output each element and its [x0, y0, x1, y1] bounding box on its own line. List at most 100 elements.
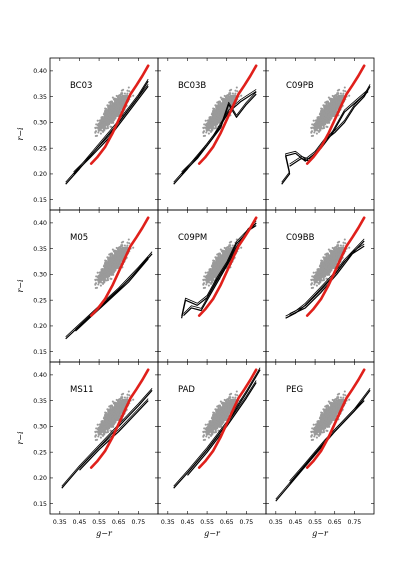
- scatter-point: [111, 111, 114, 114]
- scatter-point: [231, 95, 235, 98]
- scatter-point: [235, 86, 238, 89]
- scatter-point: [336, 89, 339, 92]
- scatter-point: [311, 126, 315, 129]
- scatter-point: [327, 108, 330, 111]
- scatter-point: [339, 98, 342, 101]
- scatter-point: [114, 103, 117, 106]
- scatter-point: [96, 124, 99, 127]
- scatter-point: [212, 107, 215, 110]
- scatter-point: [103, 122, 106, 125]
- scatter-point: [327, 111, 330, 114]
- scatter-point: [112, 103, 115, 106]
- panel-bc03b: BC03B: [157, 57, 267, 211]
- panel-label: BC03: [70, 81, 92, 91]
- scatter-point: [329, 106, 332, 109]
- scatter-point: [99, 132, 102, 135]
- scatter-point: [111, 114, 114, 117]
- scatter-point: [324, 101, 327, 104]
- scatter-point: [320, 127, 323, 130]
- y-tick-label: 0.30: [33, 120, 47, 127]
- scatter-point: [323, 113, 326, 116]
- scatter-point: [343, 86, 346, 89]
- panel-frame: [157, 57, 267, 211]
- scatter-point: [314, 121, 318, 124]
- scatter-point: [94, 134, 97, 138]
- scatter-point: [123, 250, 126, 253]
- scatter-point: [321, 121, 324, 124]
- scatter-point: [117, 99, 120, 102]
- scatter-point: [202, 134, 205, 138]
- scatter-point: [326, 121, 329, 124]
- scatter-point: [132, 246, 135, 249]
- scatter-point: [213, 121, 216, 124]
- scatter-point: [330, 109, 333, 112]
- scatter-point: [114, 98, 117, 102]
- scatter-point: [215, 113, 218, 116]
- scatter-point: [332, 115, 335, 118]
- scatter-point: [111, 108, 114, 111]
- scatter-point: [99, 284, 102, 287]
- scatter-point: [205, 131, 208, 134]
- scatter-point: [322, 104, 325, 107]
- scatter-point: [316, 118, 319, 121]
- scatter-point: [123, 95, 127, 98]
- scatter-point: [328, 119, 331, 122]
- scatter-point: [324, 104, 327, 107]
- scatter-point: [330, 103, 333, 106]
- scatter-point: [108, 104, 111, 107]
- panel-label: C09PB: [286, 81, 314, 91]
- scatter-point: [319, 124, 322, 128]
- scatter-point: [215, 123, 218, 126]
- scatter-point: [325, 125, 328, 128]
- scatter-point: [118, 97, 121, 100]
- scatter-point: [216, 107, 219, 110]
- scatter-point: [114, 111, 117, 114]
- scatter-point: [126, 92, 129, 95]
- panel-frame: [49, 57, 159, 211]
- scatter-point: [94, 282, 98, 285]
- scatter-point: [95, 123, 98, 126]
- scatter-point: [106, 104, 109, 107]
- scatter-point: [348, 94, 351, 97]
- scatter-point: [132, 94, 135, 97]
- scatter-point: [310, 130, 314, 133]
- scatter-point: [326, 118, 329, 121]
- scatter-point: [219, 96, 222, 99]
- scatter-point: [342, 92, 345, 95]
- scatter-point: [222, 100, 225, 104]
- scatter-point: [214, 104, 217, 107]
- scatter-point: [321, 110, 325, 113]
- scatter-point: [313, 127, 317, 130]
- scatter-point: [219, 108, 222, 111]
- scatter-point: [344, 90, 347, 93]
- scatter-point: [104, 259, 107, 262]
- scatter-point: [330, 98, 333, 102]
- scatter-point: [234, 92, 237, 95]
- scatter-point: [111, 96, 114, 99]
- scatter-point: [118, 105, 121, 108]
- scatter-point: [213, 115, 216, 118]
- scatter-point: [222, 103, 225, 106]
- scatter-point: [310, 134, 313, 138]
- scatter-point: [108, 110, 111, 113]
- scatter-point: [116, 115, 119, 118]
- scatter-point: [119, 101, 122, 105]
- scatter-point: [216, 110, 219, 113]
- scatter-point: [208, 118, 211, 121]
- scatter-point: [332, 110, 335, 113]
- scatter-points: [94, 86, 135, 138]
- scatter-point: [216, 101, 219, 104]
- scatter-point: [98, 119, 101, 122]
- scatter-point: [120, 89, 123, 92]
- scatter-point: [312, 119, 315, 122]
- scatter-point: [219, 114, 222, 117]
- scatter-point: [108, 119, 111, 122]
- scatter-point: [333, 94, 336, 97]
- scatter-point: [103, 124, 106, 128]
- scatter-point: [330, 111, 333, 114]
- scatter-point: [104, 107, 107, 110]
- scatter-point: [327, 96, 330, 99]
- scatter-point: [226, 97, 229, 100]
- scatter-point: [105, 121, 108, 124]
- y-tick-label: 0.25: [33, 145, 47, 152]
